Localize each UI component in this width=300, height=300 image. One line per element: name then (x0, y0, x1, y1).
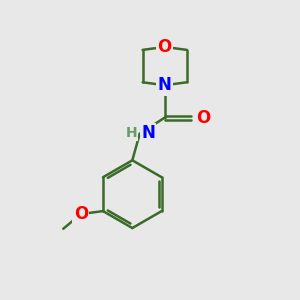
Text: O: O (74, 205, 88, 223)
Text: O: O (196, 109, 211, 127)
Text: N: N (158, 76, 172, 94)
Text: N: N (141, 124, 155, 142)
Text: H: H (126, 126, 137, 140)
Text: O: O (158, 38, 172, 56)
